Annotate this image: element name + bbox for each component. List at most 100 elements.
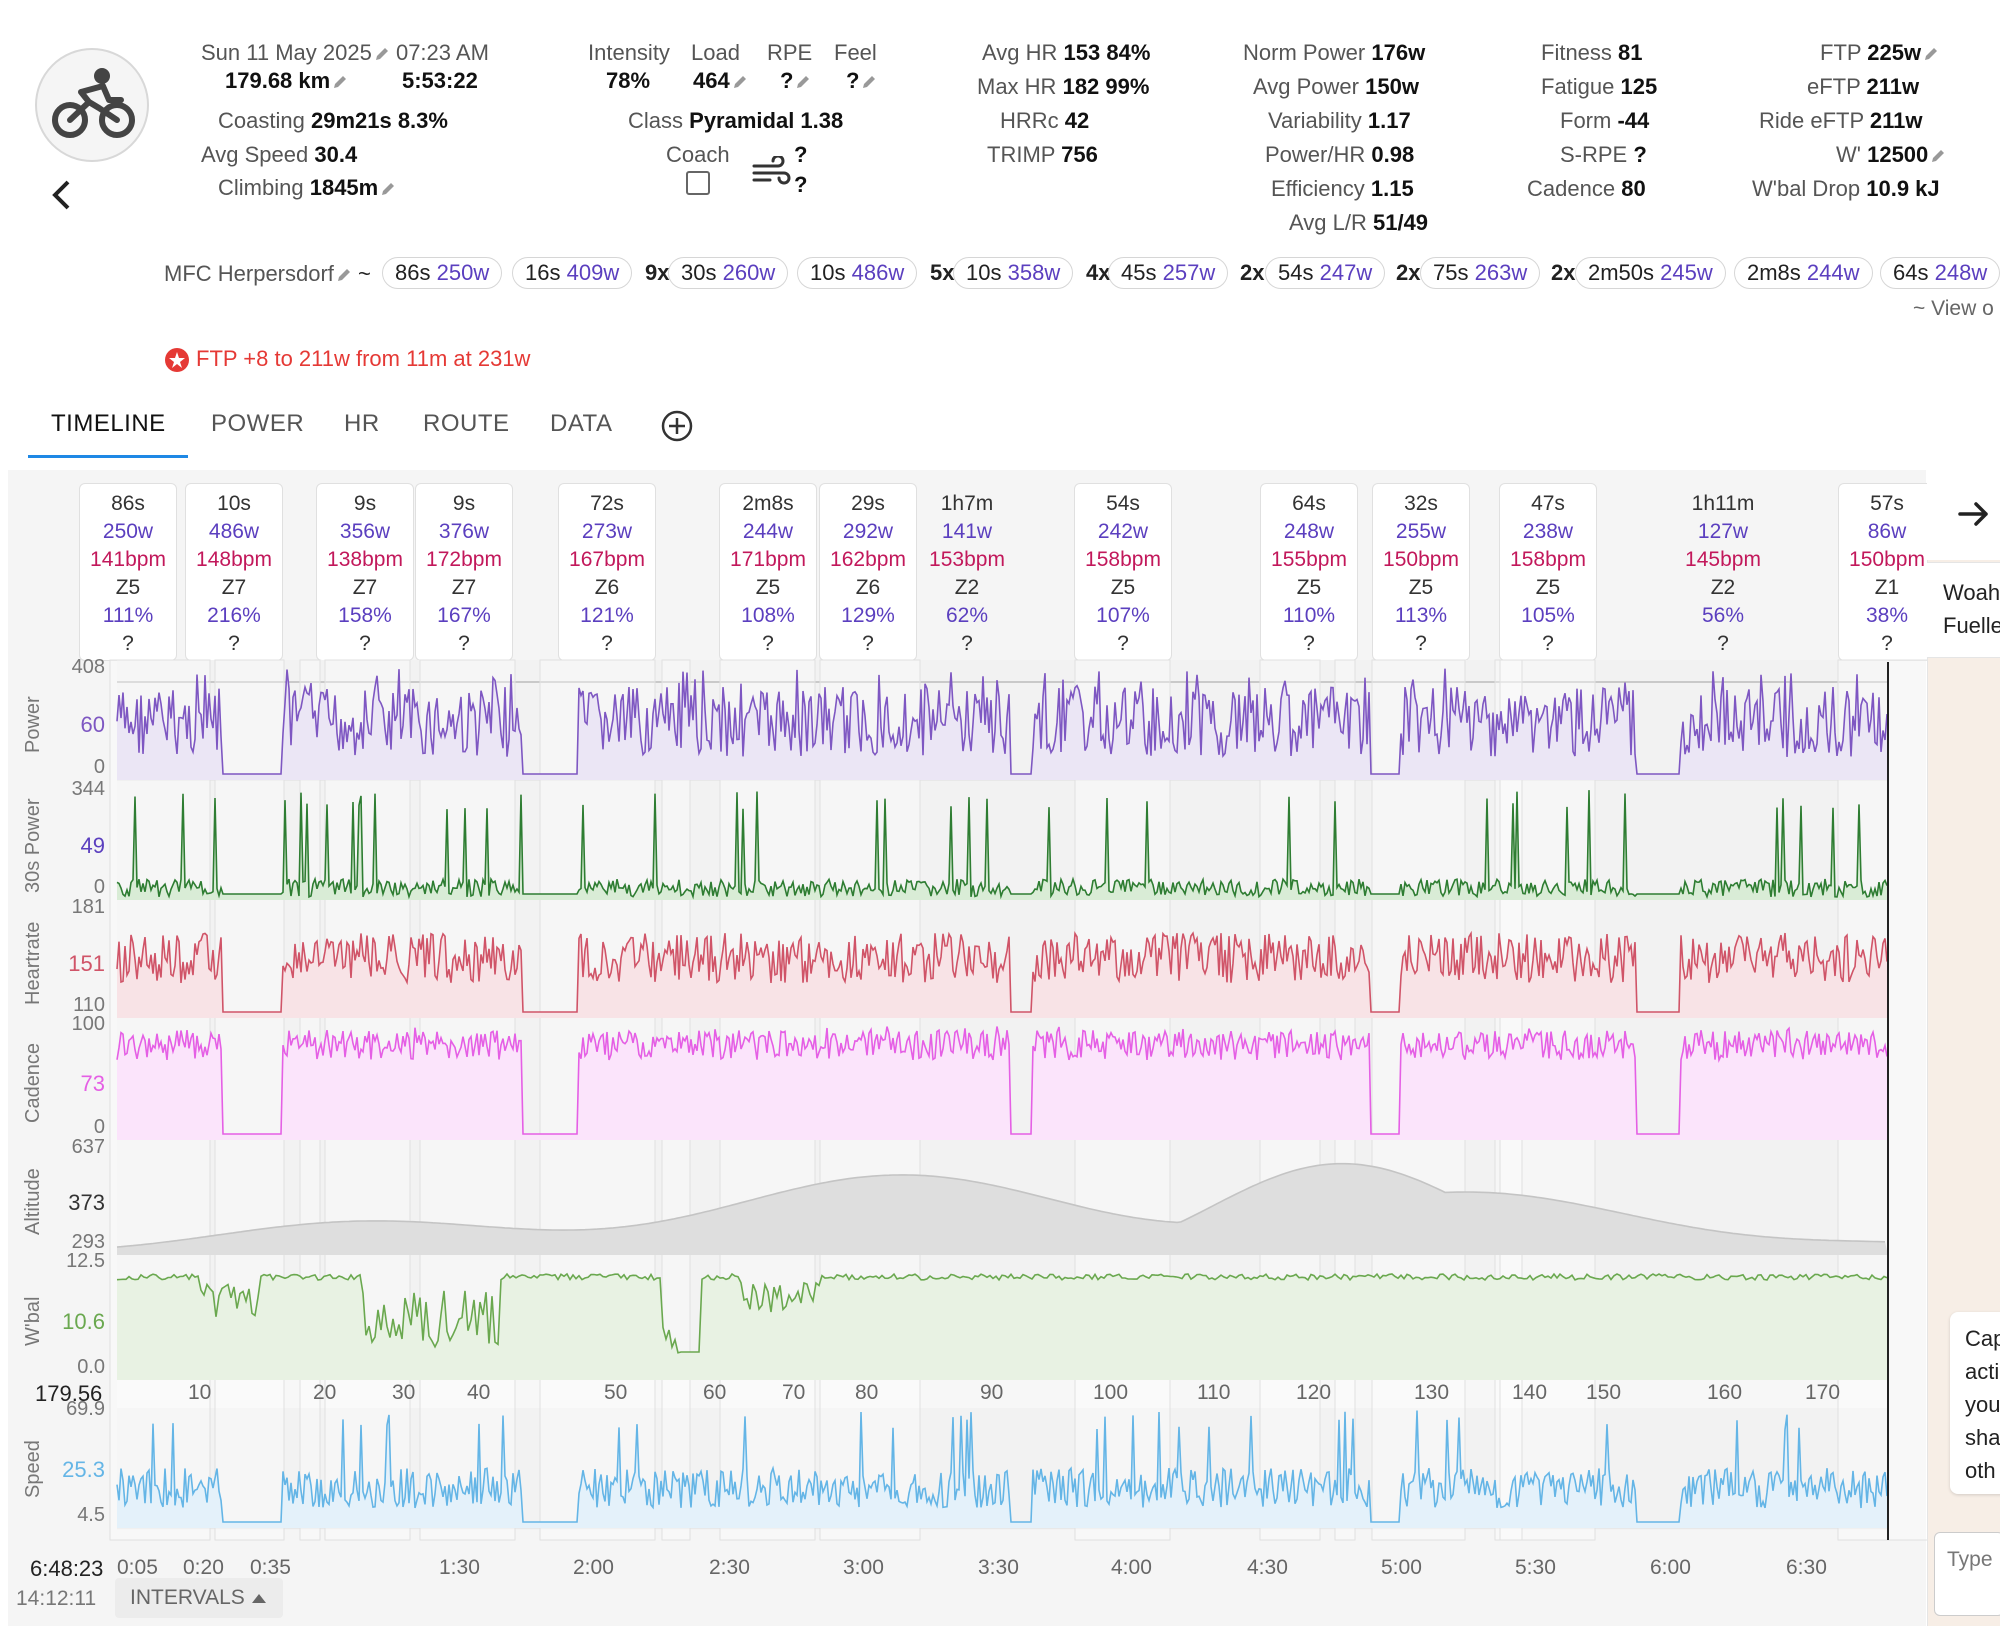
power-hr-label: Power/HR [1265, 142, 1366, 167]
rpe-label: RPE [767, 40, 813, 65]
arrow-right-icon[interactable] [1956, 496, 1992, 532]
pill[interactable]: 16s 409w [512, 257, 633, 289]
coach-checkbox[interactable] [686, 171, 710, 195]
interval-card[interactable]: 10s 486w 148bpm Z7 216%? [185, 483, 283, 661]
date-text: Sun 11 May 2025 [201, 40, 372, 65]
interval-duration: 54s [1106, 492, 1140, 515]
wind-value-1: ? [794, 142, 808, 167]
efficiency-value: 1.15 [1370, 176, 1414, 201]
interval-card[interactable]: 86s 250w 141bpm Z5 111%? [79, 483, 177, 661]
feel-value[interactable]: ? [846, 68, 877, 94]
time-tick: 4:30 [1247, 1556, 1288, 1579]
edit-icon[interactable] [1923, 46, 1939, 62]
axis-value-mid: 60 [80, 712, 105, 737]
activity-date[interactable]: Sun 11 May 2025 07:23 AM [201, 40, 489, 66]
pill[interactable]: 64s 248w [1880, 257, 2000, 289]
interval-card[interactable]: 1h7m 141w 153bpm Z2 62%? [918, 483, 1016, 661]
interval-duration: 1h11m [1691, 492, 1755, 515]
interval-zone: Z5 [115, 576, 141, 599]
time-tick: 5:30 [1515, 1556, 1556, 1579]
chat-input[interactable] [1934, 1532, 2000, 1616]
interval-card[interactable]: 57s 86w 150bpm Z1 38%? [1838, 483, 1936, 661]
tab-route[interactable]: ROUTE [423, 410, 510, 437]
distance-value[interactable]: 179.68 km [225, 68, 348, 94]
pill[interactable]: 10s 486w [797, 257, 918, 289]
wind-icon[interactable] [752, 156, 792, 188]
interval-zone: Z5 [1110, 576, 1136, 599]
interval-hr: 158bpm [1085, 548, 1161, 571]
time-tick: 0:20 [183, 1556, 224, 1579]
srpe-label: S-RPE [1560, 142, 1628, 167]
load-value[interactable]: 464 [693, 68, 748, 94]
edit-icon[interactable] [861, 74, 877, 90]
interval-card[interactable]: 9s 376w 172bpm Z7 167%? [415, 483, 513, 661]
pill[interactable]: 2m8s 244w [1734, 257, 1873, 289]
axis-value-bot: 0 [93, 1116, 105, 1138]
edit-icon[interactable] [374, 46, 390, 62]
tab-hr[interactable]: HR [344, 410, 380, 437]
add-tab-icon[interactable] [660, 409, 694, 443]
side-card-line-2: Fuelle [1943, 613, 2000, 638]
pill[interactable]: 54s 247w [1265, 257, 1386, 289]
route-name[interactable]: MFC Herpersdorf ~ [164, 261, 371, 287]
pill-duration: 2m8s [1747, 260, 1801, 285]
interval-power: 356w [339, 520, 391, 543]
interval-power: 86w [1867, 520, 1907, 543]
interval-percent: 38% [1865, 604, 1909, 627]
avg-hr-value: 153 84% [1063, 40, 1151, 65]
distance-tick: 90 [980, 1381, 1004, 1404]
distance-tick: 50 [604, 1381, 628, 1404]
fitness-label: Fitness [1541, 40, 1612, 65]
tab-active-indicator [28, 455, 188, 458]
pill[interactable]: 2m50s 245w [1575, 257, 1726, 289]
pill[interactable]: 45s 257w [1108, 257, 1229, 289]
load-text: 464 [693, 68, 730, 93]
rpe-value[interactable]: ? [780, 68, 811, 94]
edit-icon[interactable] [1930, 148, 1946, 164]
tab-data[interactable]: DATA [550, 410, 613, 437]
interval-rpe: ? [762, 632, 774, 655]
interval-card[interactable]: 29s 292w 162bpm Z6 129%? [819, 483, 917, 661]
interval-card[interactable]: 9s 356w 138bpm Z7 158%? [316, 483, 414, 661]
intervals-toggle-label: INTERVALS [130, 1586, 245, 1609]
form-label: Form [1560, 108, 1612, 133]
side-card[interactable] [1927, 562, 2000, 658]
edit-icon[interactable] [732, 74, 748, 90]
pill-power: 263w [1474, 260, 1528, 285]
hrrc-value: 42 [1064, 108, 1090, 133]
interval-card[interactable]: 64s 248w 155bpm Z5 110%? [1260, 483, 1358, 661]
interval-duration: 32s [1404, 492, 1438, 515]
tab-power[interactable]: POWER [211, 410, 305, 437]
interval-percent: 216% [207, 604, 261, 627]
altitude-area [117, 1163, 1888, 1255]
pill[interactable]: 30s 260w [668, 257, 789, 289]
edit-icon[interactable] [336, 267, 352, 283]
interval-power: 273w [581, 520, 633, 543]
interval-hr: 150bpm [1383, 548, 1459, 571]
axis-value-mid: 373 [68, 1189, 105, 1215]
interval-card[interactable]: 72s 273w 167bpm Z6 121%? [558, 483, 656, 661]
intervals-toggle[interactable]: INTERVALS [115, 1578, 283, 1618]
interval-card[interactable]: 54s 242w 158bpm Z5 107%? [1074, 483, 1172, 661]
speed-trace-line [116, 1410, 1888, 1523]
avg-power-label: Avg Power [1253, 74, 1359, 99]
edit-icon[interactable] [332, 74, 348, 90]
interval-card[interactable]: 2m8s 244w 171bpm Z5 108%? [719, 483, 817, 661]
cadence-value: 80 [1621, 176, 1646, 201]
time-text: 07:23 AM [395, 40, 489, 65]
edit-icon[interactable] [795, 74, 811, 90]
interval-card[interactable]: 32s 255w 150bpm Z5 113%? [1372, 483, 1470, 661]
interval-card[interactable]: 1h11m 127w 145bpm Z2 56%? [1674, 483, 1772, 661]
pill[interactable]: 75s 263w [1420, 257, 1541, 289]
interval-zone: Z7 [352, 576, 378, 599]
edit-icon[interactable] [380, 181, 396, 197]
pill[interactable]: 86s 250w [382, 257, 503, 289]
interval-card[interactable]: 47s 238w 158bpm Z5 105%? [1499, 483, 1597, 661]
pill-power: 248w [1934, 260, 1988, 285]
interval-percent: 110% [1282, 604, 1336, 627]
timeline-chart[interactable] [0, 0, 1930, 1626]
tab-timeline[interactable]: TIMELINE [51, 410, 166, 437]
pill[interactable]: 10s 358w [953, 257, 1074, 289]
back-button[interactable] [48, 178, 74, 221]
view-more-link[interactable]: ~ View o [1913, 297, 1994, 320]
